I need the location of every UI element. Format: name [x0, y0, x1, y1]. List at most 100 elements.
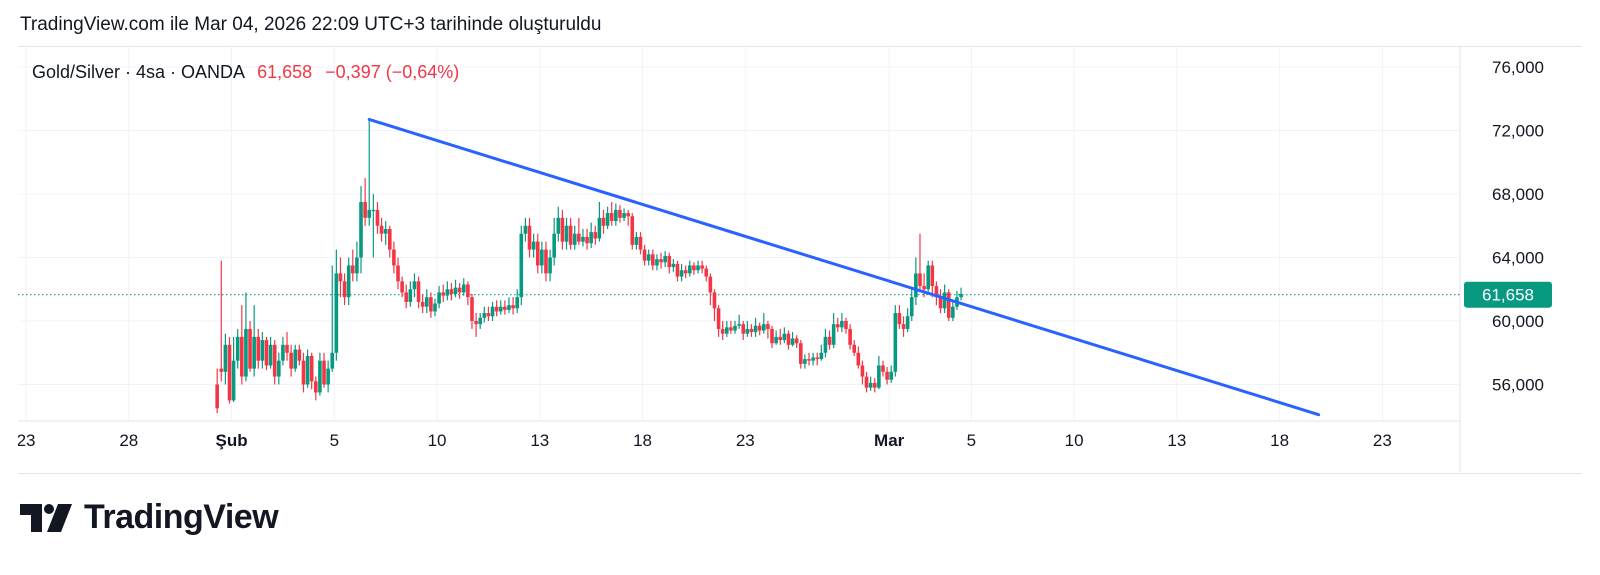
tradingview-logo[interactable]: TradingView	[20, 498, 279, 537]
candle-up	[905, 316, 910, 329]
candle-up	[223, 344, 228, 372]
candle-down	[240, 336, 244, 377]
candle-down	[392, 249, 396, 266]
candle-down	[416, 281, 421, 302]
time-tick-label: 13	[1167, 431, 1186, 450]
candle-down	[342, 281, 347, 298]
candle-up	[831, 324, 836, 345]
candle-up	[252, 336, 256, 369]
candle-down	[577, 233, 581, 242]
candle-up	[478, 317, 483, 325]
candle-down	[720, 328, 725, 334]
tradingview-wordmark: TradingView	[84, 498, 279, 536]
time-tick-label: 23	[1373, 431, 1392, 450]
candle-down	[449, 289, 454, 295]
tradingview-logo-icon	[20, 503, 72, 532]
candle-up	[646, 254, 651, 261]
candle-up	[346, 265, 351, 298]
price-tick-label: 76,000	[1492, 58, 1544, 77]
candle-up	[774, 336, 778, 344]
candle-down	[441, 292, 446, 296]
candle-down	[675, 263, 680, 277]
candle-down	[601, 217, 606, 226]
candle-down	[749, 328, 754, 333]
candle-up	[663, 255, 667, 263]
candle-down	[712, 292, 717, 309]
candle-up	[367, 209, 372, 218]
candle-up	[424, 297, 429, 307]
candle-up	[244, 328, 248, 377]
candle-down	[885, 371, 889, 380]
chart-frame	[18, 46, 1582, 474]
candles-layer	[215, 119, 963, 414]
candle-down	[256, 336, 261, 361]
candle-down	[511, 305, 515, 309]
candle-down	[852, 344, 857, 353]
time-tick-label: 10	[1065, 431, 1084, 450]
candle-down	[807, 359, 811, 361]
candle-up	[589, 232, 593, 244]
candle-down	[227, 344, 232, 401]
candle-down	[375, 209, 380, 226]
candle-down	[400, 281, 404, 293]
candle-down	[264, 340, 269, 366]
candle-up	[507, 305, 511, 310]
candle-down	[363, 201, 367, 218]
price-tick-label: 56,000	[1492, 375, 1544, 394]
candle-up	[889, 371, 894, 380]
candle-up	[330, 352, 335, 369]
candle-up	[753, 325, 758, 333]
candle-up	[959, 294, 963, 298]
candle-down	[918, 273, 922, 287]
candle-up	[745, 328, 750, 334]
time-tick-label: 10	[428, 431, 447, 450]
candle-down	[503, 306, 507, 310]
candle-down	[766, 324, 770, 329]
candle-down	[420, 301, 425, 307]
candle-up	[572, 233, 577, 245]
candle-down	[568, 225, 573, 245]
candle-up	[597, 217, 602, 239]
last-price-badge-label: 61,658	[1482, 286, 1534, 305]
candle-down	[864, 376, 869, 388]
candle-up	[359, 201, 363, 258]
candle-up	[733, 325, 737, 331]
chart-caption: TradingView.com ile Mar 04, 2026 22:09 U…	[20, 14, 602, 35]
candle-down	[856, 352, 861, 366]
candle-up	[355, 257, 359, 274]
candle-down	[729, 327, 733, 331]
candle-up	[679, 270, 684, 277]
last-price-badge: 61,658	[1464, 281, 1552, 308]
price-axis: 56,000 60,000 64,000 68,000 72,000 76,000	[1492, 58, 1544, 394]
candle-down	[778, 336, 783, 341]
candle-down	[309, 355, 314, 382]
candle-down	[683, 270, 688, 274]
candle-up	[634, 236, 639, 245]
candle-up	[671, 263, 676, 268]
candle-down	[938, 297, 943, 309]
candle-down	[827, 336, 832, 345]
candle-up	[383, 228, 388, 234]
candle-down	[700, 265, 704, 269]
candle-down	[618, 209, 622, 218]
candle-up	[293, 349, 298, 369]
candle-up	[761, 324, 766, 331]
time-tick-label: 28	[119, 431, 138, 450]
candle-down	[757, 325, 762, 331]
candle-down	[535, 241, 540, 266]
candle-up	[556, 217, 561, 234]
candle-up	[909, 297, 914, 317]
legend-last-price: 61,658	[257, 62, 313, 82]
legend-symbol[interactable]: Gold/Silver · 4sa · OANDA	[32, 62, 245, 82]
candle-down	[544, 249, 548, 274]
candle-up	[318, 360, 322, 393]
candle-down	[901, 324, 906, 329]
candle-down	[338, 273, 343, 282]
candle-down	[396, 265, 400, 282]
candle-down	[848, 328, 852, 345]
candle-down	[289, 352, 293, 369]
chart-legend[interactable]: Gold/Silver · 4sa · OANDA 61,658 −0,397 …	[32, 62, 459, 83]
candle-up	[688, 265, 692, 274]
price-tick-label: 72,000	[1492, 122, 1544, 141]
